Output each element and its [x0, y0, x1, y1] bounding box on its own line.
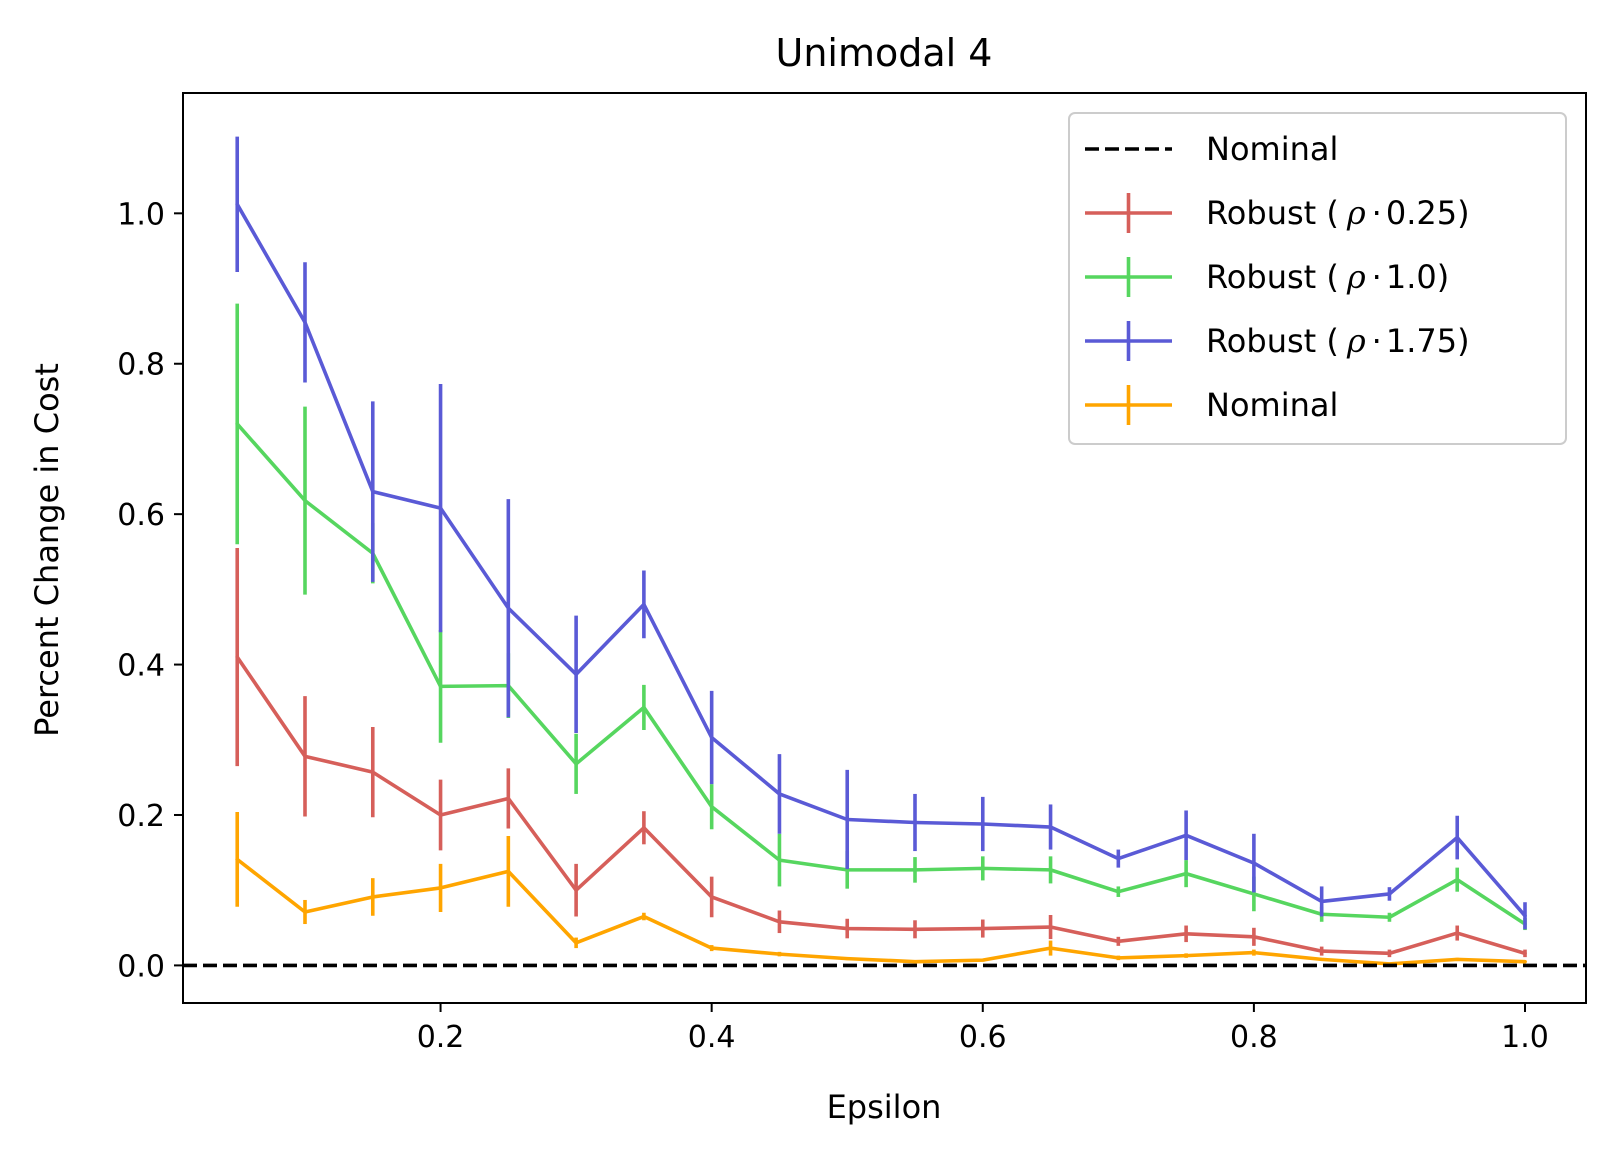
x-tick-label: 0.4 [688, 1020, 736, 1055]
legend-label: Robust (ρ · 1.0) [1206, 258, 1449, 296]
series-group [235, 136, 1527, 930]
series-group [235, 548, 1527, 958]
legend-label: Nominal [1206, 386, 1338, 424]
legend-label-text: Robust ( [1206, 258, 1339, 296]
x-tick-label: 0.2 [417, 1020, 465, 1055]
series-line [235, 857, 1527, 966]
legend-frame [1068, 112, 1567, 445]
legend-label-rho: ρ [1346, 258, 1366, 296]
series-group [235, 811, 1527, 966]
x-tick-label: 0.6 [959, 1020, 1007, 1055]
legend-label-dot: · [1372, 258, 1382, 296]
y-tick-label: 0.8 [117, 348, 165, 383]
y-tick-label: 1.0 [117, 197, 165, 232]
axes-frame [182, 92, 1587, 1004]
series-line [235, 655, 1527, 956]
x-axis-label: Epsilon [827, 1088, 942, 1126]
legend-label-text: Robust ( [1206, 322, 1339, 360]
y-tick-label: 0.0 [117, 949, 165, 984]
y-axis-label: Percent Change in Cost [28, 363, 66, 737]
legend-label-dot: · [1372, 194, 1382, 232]
y-tick-label: 0.6 [117, 498, 165, 533]
legend-label-param: 1.0) [1386, 258, 1449, 296]
chart-title: Unimodal 4 [776, 31, 993, 75]
series-layer [183, 136, 1586, 968]
x-tick-label: 1.0 [1501, 1020, 1549, 1055]
legend-label-param: 1.75) [1386, 322, 1470, 360]
legend-label-text: Robust ( [1206, 194, 1339, 232]
legend-label-rho: ρ [1346, 322, 1366, 360]
y-tick-label: 0.4 [117, 649, 165, 684]
plot-area: 0.2 0.4 0.6 0.8 1.0 0.0 0.2 0.4 0.6 0.8 1.0 [117, 92, 1587, 1055]
series-line [235, 422, 1527, 926]
legend-label: Robust (ρ · 1.75) [1206, 322, 1470, 360]
x-tick-label: 0.8 [1230, 1020, 1278, 1055]
legend-label: Robust (ρ · 0.25) [1206, 194, 1470, 232]
y-tick-label: 0.2 [117, 799, 165, 834]
legend-label-dot: · [1372, 322, 1382, 360]
legend-label: Nominal [1206, 130, 1338, 168]
legend-label-param: 0.25) [1386, 194, 1470, 232]
legend-label-rho: ρ [1346, 194, 1366, 232]
series-line [235, 202, 1527, 918]
